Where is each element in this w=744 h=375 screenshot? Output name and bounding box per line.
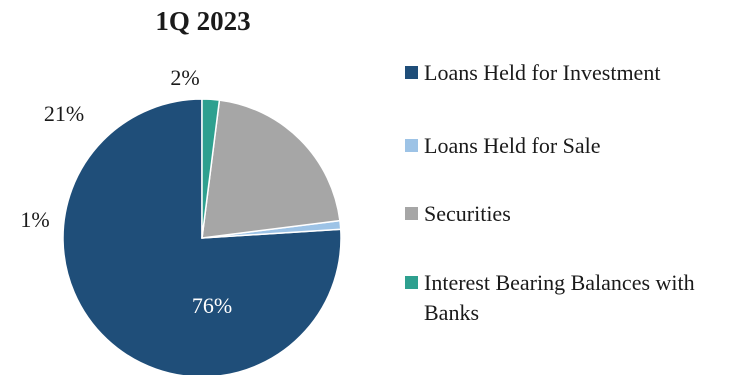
pie-slice-loans-held-for-investment [62,98,342,375]
pie-slice-interest-bearing-balances-with-banks [201,98,221,239]
data-label-loans-held-for-sale: 1% [20,207,49,232]
chart-title: 1Q 2023 [155,6,251,36]
legend-item: Loans Held for Investment [405,58,740,88]
legend-swatch [405,139,418,152]
data-label-securities: 21% [44,101,84,126]
legend-swatch [405,207,418,220]
legend-swatch [405,66,418,79]
legend-label: Loans Held for Investment [424,60,661,85]
pie-slice-securities [201,99,341,239]
legend-label: Loans Held for Sale [424,133,601,158]
data-label-interest-bearing-balances-with-banks: 2% [170,65,199,90]
legend-item: Loans Held for Sale [405,131,740,161]
legend-item: Securities [405,199,740,229]
legend-swatch [405,276,418,289]
data-label-loans-held-for-investment: 76% [192,293,232,318]
legend-label: Securities [424,201,511,226]
legend-item: Interest Bearing Balances with Banks [405,268,740,328]
legend-label: Interest Bearing Balances with Banks [424,270,695,325]
